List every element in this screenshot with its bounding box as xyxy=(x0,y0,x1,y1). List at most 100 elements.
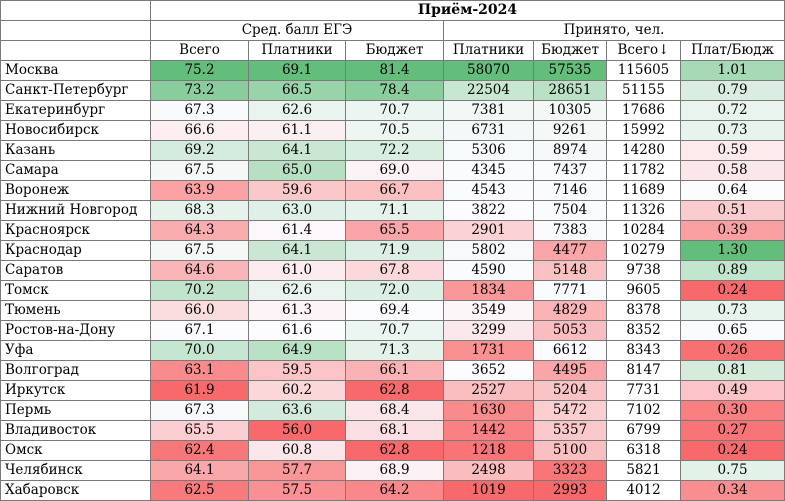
value-cell: 8378 xyxy=(606,300,681,321)
value-cell: 67.5 xyxy=(150,160,249,181)
group-header-ege: Сред. балл ЕГЭ xyxy=(150,20,444,41)
value-cell: 5100 xyxy=(533,440,607,461)
value-cell: 3652 xyxy=(443,360,534,381)
city-name-cell: Иркутск xyxy=(0,380,151,401)
value-cell: 0.30 xyxy=(679,400,785,421)
value-cell: 71.3 xyxy=(345,340,444,361)
value-cell: 68.9 xyxy=(345,460,444,481)
value-cell: 3323 xyxy=(533,460,607,481)
table-row: Екатеринбург 67.3 62.6 70.7 7381 10305 17686 0.… xyxy=(0,100,785,121)
value-cell: 6612 xyxy=(533,340,607,361)
value-cell: 7504 xyxy=(533,200,607,221)
value-cell: 71.1 xyxy=(345,200,444,221)
city-name-cell: Уфа xyxy=(0,340,151,361)
value-cell: 2901 xyxy=(443,220,534,241)
value-cell: 1.01 xyxy=(679,60,785,81)
value-cell: 9738 xyxy=(606,260,681,281)
value-cell: 9261 xyxy=(533,120,607,141)
city-name-cell: Омск xyxy=(0,440,151,461)
value-cell: 4829 xyxy=(533,300,607,321)
value-cell: 1218 xyxy=(443,440,534,461)
value-cell: 0.64 xyxy=(679,180,785,201)
column-header[interactable]: Плат/Бюдж xyxy=(679,40,785,61)
column-header-sorted[interactable]: Всего↓ xyxy=(606,40,681,61)
value-cell: 0.58 xyxy=(679,160,785,181)
value-cell: 9605 xyxy=(606,280,681,301)
table-row: Новосибирск 66.6 61.1 70.5 6731 9261 15992 0.73 xyxy=(0,120,785,141)
value-cell: 5204 xyxy=(533,380,607,401)
value-cell: 72.2 xyxy=(345,140,444,161)
table-row: Челябинск 64.1 57.7 68.9 2498 3323 5821 0.75 xyxy=(0,460,785,481)
value-cell: 28651 xyxy=(533,80,607,101)
value-cell: 1731 xyxy=(443,340,534,361)
table-row: Казань 69.2 64.1 72.2 5306 8974 14280 0.59 xyxy=(0,140,785,161)
value-cell: 65.5 xyxy=(150,420,249,441)
value-cell: 63.9 xyxy=(150,180,249,201)
value-cell: 81.4 xyxy=(345,60,444,81)
value-cell: 7383 xyxy=(533,220,607,241)
table-row: Нижний Новгород 68.3 63.0 71.1 3822 7504 11326… xyxy=(0,200,785,221)
value-cell: 17686 xyxy=(606,100,681,121)
value-cell: 4495 xyxy=(533,360,607,381)
value-cell: 70.2 xyxy=(150,280,249,301)
column-header[interactable]: Платники xyxy=(443,40,534,61)
value-cell: 61.6 xyxy=(248,320,346,341)
value-cell: 0.27 xyxy=(679,420,785,441)
value-cell: 4543 xyxy=(443,180,534,201)
city-name-cell: Пермь xyxy=(0,400,151,421)
value-cell: 1442 xyxy=(443,420,534,441)
table-row: Владивосток 65.5 56.0 68.1 1442 5357 6799 0.27 xyxy=(0,420,785,441)
value-cell: 5357 xyxy=(533,420,607,441)
value-cell: 68.3 xyxy=(150,200,249,221)
value-cell: 67.5 xyxy=(150,240,249,261)
value-cell: 64.1 xyxy=(248,240,346,261)
column-header[interactable]: Бюджет xyxy=(345,40,444,61)
value-cell: 15992 xyxy=(606,120,681,141)
city-name-cell: Санкт-Петербург xyxy=(0,80,151,101)
value-cell: 1.30 xyxy=(679,240,785,261)
value-cell: 65.5 xyxy=(345,220,444,241)
value-cell: 60.8 xyxy=(248,440,346,461)
value-cell: 0.73 xyxy=(679,120,785,141)
city-name-cell: Новосибирск xyxy=(0,120,151,141)
value-cell: 3299 xyxy=(443,320,534,341)
group-header-row: Сред. балл ЕГЭ Принято, чел. xyxy=(0,20,785,41)
table-row: Москва 75.2 69.1 81.4 58070 57535 115605 1.01 xyxy=(0,60,785,81)
value-cell: 1834 xyxy=(443,280,534,301)
value-cell: 63.6 xyxy=(248,400,346,421)
value-cell: 59.6 xyxy=(248,180,346,201)
column-header[interactable]: Всего xyxy=(150,40,249,61)
city-name-cell: Ростов-на-Дону xyxy=(0,320,151,341)
value-cell: 70.5 xyxy=(345,120,444,141)
value-cell: 8974 xyxy=(533,140,607,161)
value-cell: 64.6 xyxy=(150,260,249,281)
table-row: Ростов-на-Дону 67.1 61.6 70.7 3299 5053 8352 0.… xyxy=(0,320,785,341)
value-cell: 61.4 xyxy=(248,220,346,241)
column-header[interactable]: Платники xyxy=(248,40,346,61)
corner-blank-2 xyxy=(0,20,151,41)
value-cell: 69.4 xyxy=(345,300,444,321)
value-cell: 6318 xyxy=(606,440,681,461)
value-cell: 0.51 xyxy=(679,200,785,221)
column-header[interactable]: Бюджет xyxy=(533,40,607,61)
city-name-cell: Нижний Новгород xyxy=(0,200,151,221)
value-cell: 60.2 xyxy=(248,380,346,401)
value-cell: 5472 xyxy=(533,400,607,421)
value-cell: 61.3 xyxy=(248,300,346,321)
value-cell: 5053 xyxy=(533,320,607,341)
table-row: Красноярск 64.3 61.4 65.5 2901 7383 10284 0.39 xyxy=(0,220,785,241)
value-cell: 69.1 xyxy=(248,60,346,81)
value-cell: 67.3 xyxy=(150,100,249,121)
value-cell: 64.1 xyxy=(248,140,346,161)
value-cell: 64.9 xyxy=(248,340,346,361)
group-header-accepted: Принято, чел. xyxy=(442,20,785,41)
value-cell: 4012 xyxy=(606,480,681,501)
value-cell: 69.0 xyxy=(345,160,444,181)
value-cell: 66.1 xyxy=(345,360,444,381)
value-cell: 70.7 xyxy=(345,100,444,121)
value-cell: 70.0 xyxy=(150,340,249,361)
value-cell: 0.49 xyxy=(679,380,785,401)
title-row: Приём-2024 xyxy=(0,0,785,21)
column-header-row: Всего Платники Бюджет Платники Бюджет Вс… xyxy=(0,40,785,61)
value-cell: 67.1 xyxy=(150,320,249,341)
